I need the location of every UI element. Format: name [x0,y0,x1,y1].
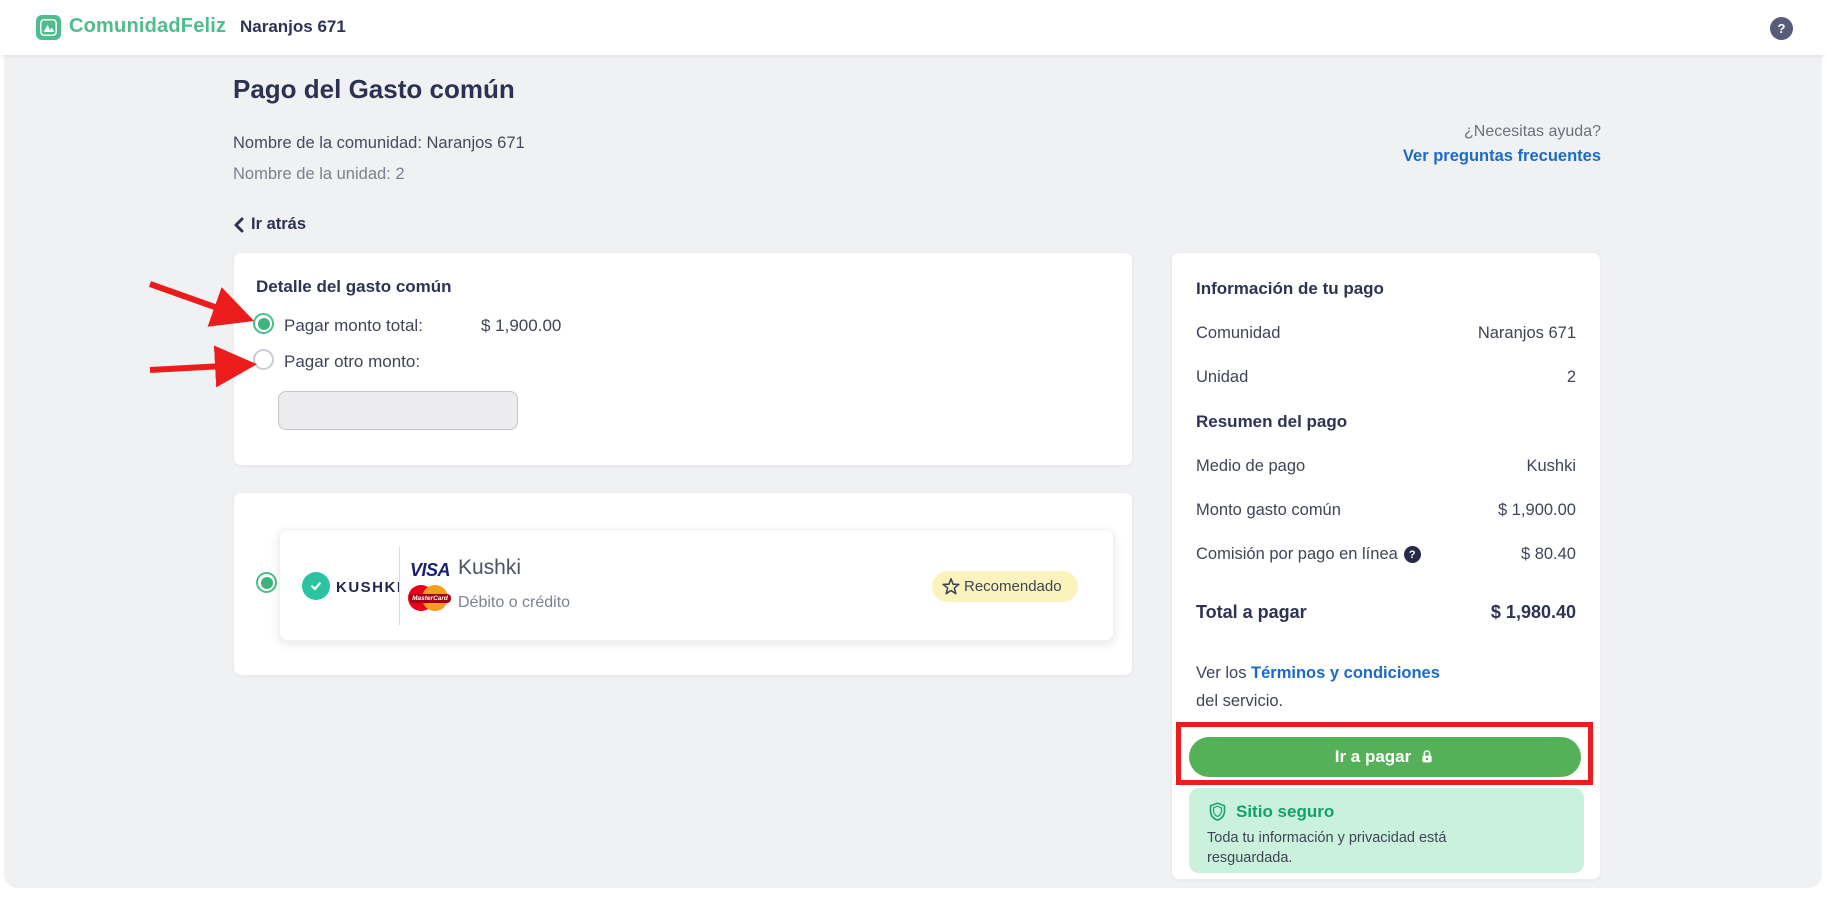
page-title: Pago del Gasto común [233,74,515,104]
row-label: Unidad [1196,368,1249,386]
mastercard-logo: MasterCard [408,584,454,612]
fee-help-icon[interactable]: ? [1403,546,1421,563]
faq-link[interactable]: Ver preguntas frecuentes [1402,147,1601,165]
community-line: Nombre de la comunidad: Naranjos 671 [233,134,525,152]
recommended-badge: Recomendado [932,571,1078,602]
header-community-name: Naranjos 671 [240,17,346,36]
row-value: $ 1,900.00 [1498,501,1576,519]
row-label: Medio de pago [1196,457,1306,475]
terms-link[interactable]: Términos y condiciones [1251,664,1440,682]
brand-logo-icon[interactable] [36,15,61,40]
payment-methods-card: KUSHKI VISA MasterCard Kushki Débito o c… [233,492,1133,676]
method-subtitle: Débito o crédito [458,594,571,611]
method-name: Kushki [458,556,522,579]
terms-suffix: del servicio. [1196,692,1284,710]
terms-text: Ver los Términos y condiciones del servi… [1196,659,1576,715]
brand-name[interactable]: ComunidadFeliz [69,15,227,37]
radio-pay-total[interactable] [253,313,274,334]
summary-row-method: Medio de pago Kushki [1196,457,1576,476]
mastercard-label: MasterCard [409,594,451,603]
shield-icon [1209,802,1226,821]
row-value: $ 80.40 [1520,545,1576,563]
secure-site-text: Toda tu información y privacidad está re… [1207,830,1447,866]
total-value: $ 1,980.40 [1490,602,1576,622]
row-label: Monto gasto común [1196,501,1341,519]
radio-pay-other[interactable] [253,349,274,370]
row-label: Comunidad [1196,324,1281,342]
summary-row-unit: Unidad 2 [1196,368,1576,387]
kushki-logo-icon [302,572,330,600]
secure-site-box: Sitio seguro Toda tu información y priva… [1189,788,1584,873]
back-link-label: Ir atrás [251,215,307,233]
row-label: Comisión por pago en línea [1196,545,1398,563]
kushki-wordmark: KUSHKI [336,579,403,596]
top-navbar: ComunidadFeliz Naranjos 671 ? [0,0,1826,55]
need-help-text: ¿Necesitas ayuda? [1464,123,1601,140]
chevron-left-icon [234,217,244,232]
pay-other-label[interactable]: Pagar otro monto: [284,352,421,371]
back-link[interactable]: Ir atrás [233,215,306,234]
terms-prefix: Ver los [1196,664,1252,682]
radio-method-kushki[interactable] [256,572,277,593]
mountain-icon [40,19,57,36]
row-value: 2 [1566,368,1576,386]
detail-card-title: Detalle del gasto común [256,277,452,296]
kushki-method-card[interactable]: KUSHKI VISA MasterCard Kushki Débito o c… [279,529,1114,641]
total-row: Total a pagar $ 1,980.40 [1196,602,1576,623]
summary-row-fee: Comisión por pago en línea ? $ 80.40 [1196,545,1576,564]
divider [399,547,400,625]
summary-subtitle: Resumen del pago [1196,412,1348,431]
row-value: Naranjos 671 [1477,324,1576,342]
total-label: Total a pagar [1196,602,1307,622]
pay-total-value: $ 1,900.00 [481,316,562,335]
detail-card: Detalle del gasto común Pagar monto tota… [233,252,1133,466]
visa-logo: VISA [410,560,451,580]
lock-icon [1422,750,1432,763]
pay-button[interactable]: Ir a pagar [1189,737,1581,777]
pay-button-label: Ir a pagar [1334,747,1412,766]
row-value: Kushki [1526,457,1576,475]
star-icon [942,577,960,594]
summary-row-community: Comunidad Naranjos 671 [1196,324,1576,343]
recommended-badge-label: Recomendado [964,578,1062,595]
payment-summary-card: Información de tu pago Comunidad Naranjo… [1171,252,1601,880]
secure-site-title: Sitio seguro [1236,801,1335,821]
summary-title: Información de tu pago [1196,279,1384,298]
pay-total-label[interactable]: Pagar monto total: [284,316,423,335]
other-amount-input[interactable] [278,391,518,430]
help-icon[interactable]: ? [1770,17,1793,40]
unit-line: Nombre de la unidad: 2 [233,165,405,183]
summary-row-amount: Monto gasto común $ 1,900.00 [1196,501,1576,520]
